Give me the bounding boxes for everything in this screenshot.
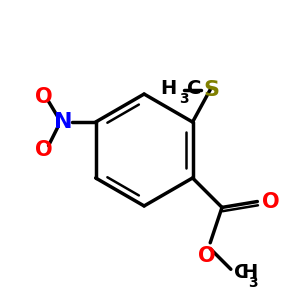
Text: H: H bbox=[160, 79, 176, 98]
Text: 3: 3 bbox=[248, 276, 257, 290]
Text: O: O bbox=[262, 191, 279, 212]
Text: O: O bbox=[199, 246, 216, 266]
Text: 3: 3 bbox=[179, 92, 189, 106]
Text: O: O bbox=[35, 140, 53, 160]
Text: N: N bbox=[54, 112, 73, 132]
Text: H: H bbox=[241, 263, 257, 282]
Text: S: S bbox=[204, 80, 220, 100]
Text: C: C bbox=[234, 263, 248, 282]
Text: C: C bbox=[187, 79, 202, 98]
Text: O: O bbox=[35, 87, 53, 107]
